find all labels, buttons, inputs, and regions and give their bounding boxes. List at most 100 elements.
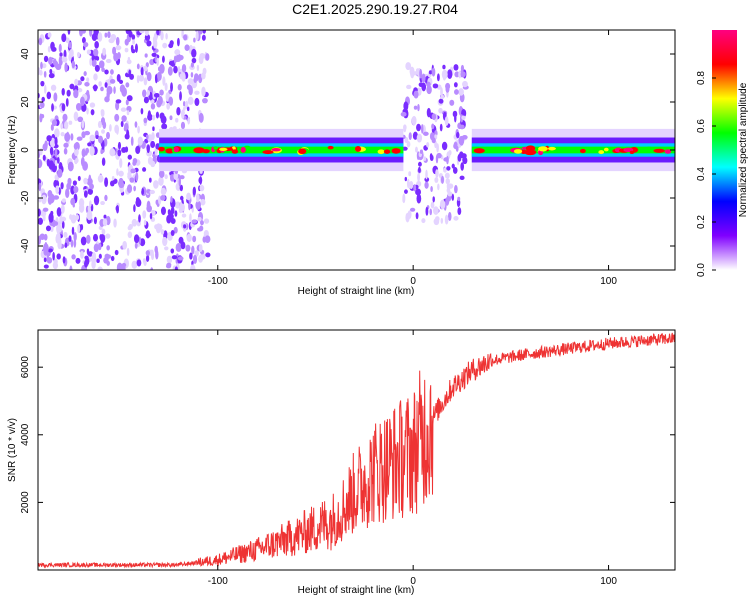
heatmap-cell <box>50 124 54 131</box>
heatmap-cell <box>150 103 156 110</box>
heatmap-cell <box>74 78 79 86</box>
heatmap-cell <box>457 196 461 201</box>
heatmap-cell <box>102 218 108 227</box>
heatmap-cell <box>115 45 122 51</box>
heatmap-cell <box>377 149 385 155</box>
heatmap-cell <box>61 220 65 229</box>
heatmap-cell <box>135 145 141 155</box>
heatmap-cell <box>38 235 42 245</box>
heatmap-cell <box>130 136 134 147</box>
heatmap-cell <box>404 137 409 143</box>
heatmap-cell <box>80 236 87 246</box>
heatmap-cell <box>400 111 407 117</box>
heatmap-cell <box>38 208 41 217</box>
heatmap-cell <box>133 185 136 192</box>
heatmap-region-carrier <box>471 128 675 172</box>
heatmap-cell <box>63 147 68 155</box>
heatmap-cell <box>77 175 81 181</box>
heatmap-cell <box>98 60 105 69</box>
heatmap-cell <box>76 51 80 58</box>
heatmap-cell <box>45 225 52 232</box>
heatmap-cell <box>147 113 153 121</box>
heatmap-cell <box>181 63 187 73</box>
heatmap-cell <box>448 149 452 156</box>
heatmap-cell <box>56 157 60 164</box>
heatmap-cell <box>173 65 178 74</box>
heatmap-cell <box>107 31 111 39</box>
heatmap-cell <box>119 79 124 84</box>
heatmap-cell <box>53 92 58 102</box>
heatmap-cell <box>73 142 78 150</box>
heatmap-cell <box>186 106 190 112</box>
heatmap-cell <box>455 145 459 152</box>
heatmap-cell <box>89 146 95 156</box>
heatmap-cell <box>155 111 160 119</box>
heatmap-cell <box>194 90 200 95</box>
heatmap-cell <box>38 37 43 46</box>
heatmap-cell <box>126 95 133 102</box>
heatmap-cell <box>132 39 136 45</box>
heatmap-cell <box>441 141 448 151</box>
y-tick-label: 20 <box>20 96 31 108</box>
heatmap-cell <box>47 248 53 253</box>
heatmap-cell <box>137 125 140 134</box>
colorbar-tick-label: 0.6 <box>696 119 707 133</box>
heatmap-cell <box>111 175 115 181</box>
heatmap-cell <box>146 144 150 154</box>
heatmap-cell <box>431 123 435 130</box>
heatmap-cell <box>83 190 88 198</box>
heatmap-cell <box>81 37 86 44</box>
heatmap-cell <box>160 195 166 201</box>
heatmap-cell <box>156 223 163 231</box>
heatmap-cell <box>174 201 181 209</box>
y-tick-label: 0 <box>20 147 31 153</box>
heatmap-cell <box>151 252 155 261</box>
heatmap-cell <box>184 44 190 52</box>
heatmap-cell <box>449 99 455 106</box>
heatmap-cell <box>116 74 121 82</box>
heatmap-cell <box>415 212 419 220</box>
heatmap-cell <box>524 149 537 156</box>
heatmap-cell <box>547 146 556 151</box>
heatmap-cell <box>43 264 49 269</box>
heatmap-cell <box>61 103 66 112</box>
heatmap-cell <box>411 115 417 126</box>
heatmap-cell <box>191 57 197 64</box>
heatmap-cell <box>40 61 43 70</box>
heatmap-cell <box>664 149 672 154</box>
heatmap-cell <box>110 69 114 75</box>
spectrogram-panel: -100 0 100 -40 -20 0 20 40 Height of straight l… <box>7 29 676 297</box>
heatmap-cell <box>182 100 186 107</box>
heatmap-cell <box>134 242 138 249</box>
heatmap-cell <box>50 225 54 233</box>
heatmap-cell <box>125 99 129 106</box>
heatmap-cell <box>192 235 197 243</box>
heatmap-cell <box>106 85 113 95</box>
heatmap-cell <box>197 216 202 222</box>
heatmap-cell <box>430 185 433 193</box>
heatmap-cell <box>435 216 440 222</box>
heatmap-cell <box>99 136 103 144</box>
heatmap-cell <box>413 184 417 192</box>
heatmap-cell <box>68 120 73 125</box>
heatmap-cell <box>64 121 69 130</box>
heatmap-cell <box>160 206 166 216</box>
heatmap-cell <box>150 209 156 216</box>
heatmap-cell <box>438 107 443 114</box>
heatmap-cell <box>125 82 130 88</box>
heatmap-cell <box>53 258 58 265</box>
heatmap-cell <box>137 136 143 146</box>
heatmap-cell <box>93 243 99 253</box>
heatmap-cell <box>87 251 94 257</box>
heatmap-cell <box>138 74 144 82</box>
heatmap-cell <box>157 66 162 72</box>
heatmap-cell <box>101 157 106 166</box>
heatmap-cell <box>426 85 432 95</box>
heatmap-cell <box>431 113 437 120</box>
heatmap-cell <box>129 177 135 183</box>
heatmap-cell <box>424 181 429 189</box>
spectrogram-axes: -100 0 100 -40 -20 0 20 40 <box>20 30 675 287</box>
heatmap-cell <box>447 183 454 189</box>
heatmap-cell <box>170 82 173 92</box>
